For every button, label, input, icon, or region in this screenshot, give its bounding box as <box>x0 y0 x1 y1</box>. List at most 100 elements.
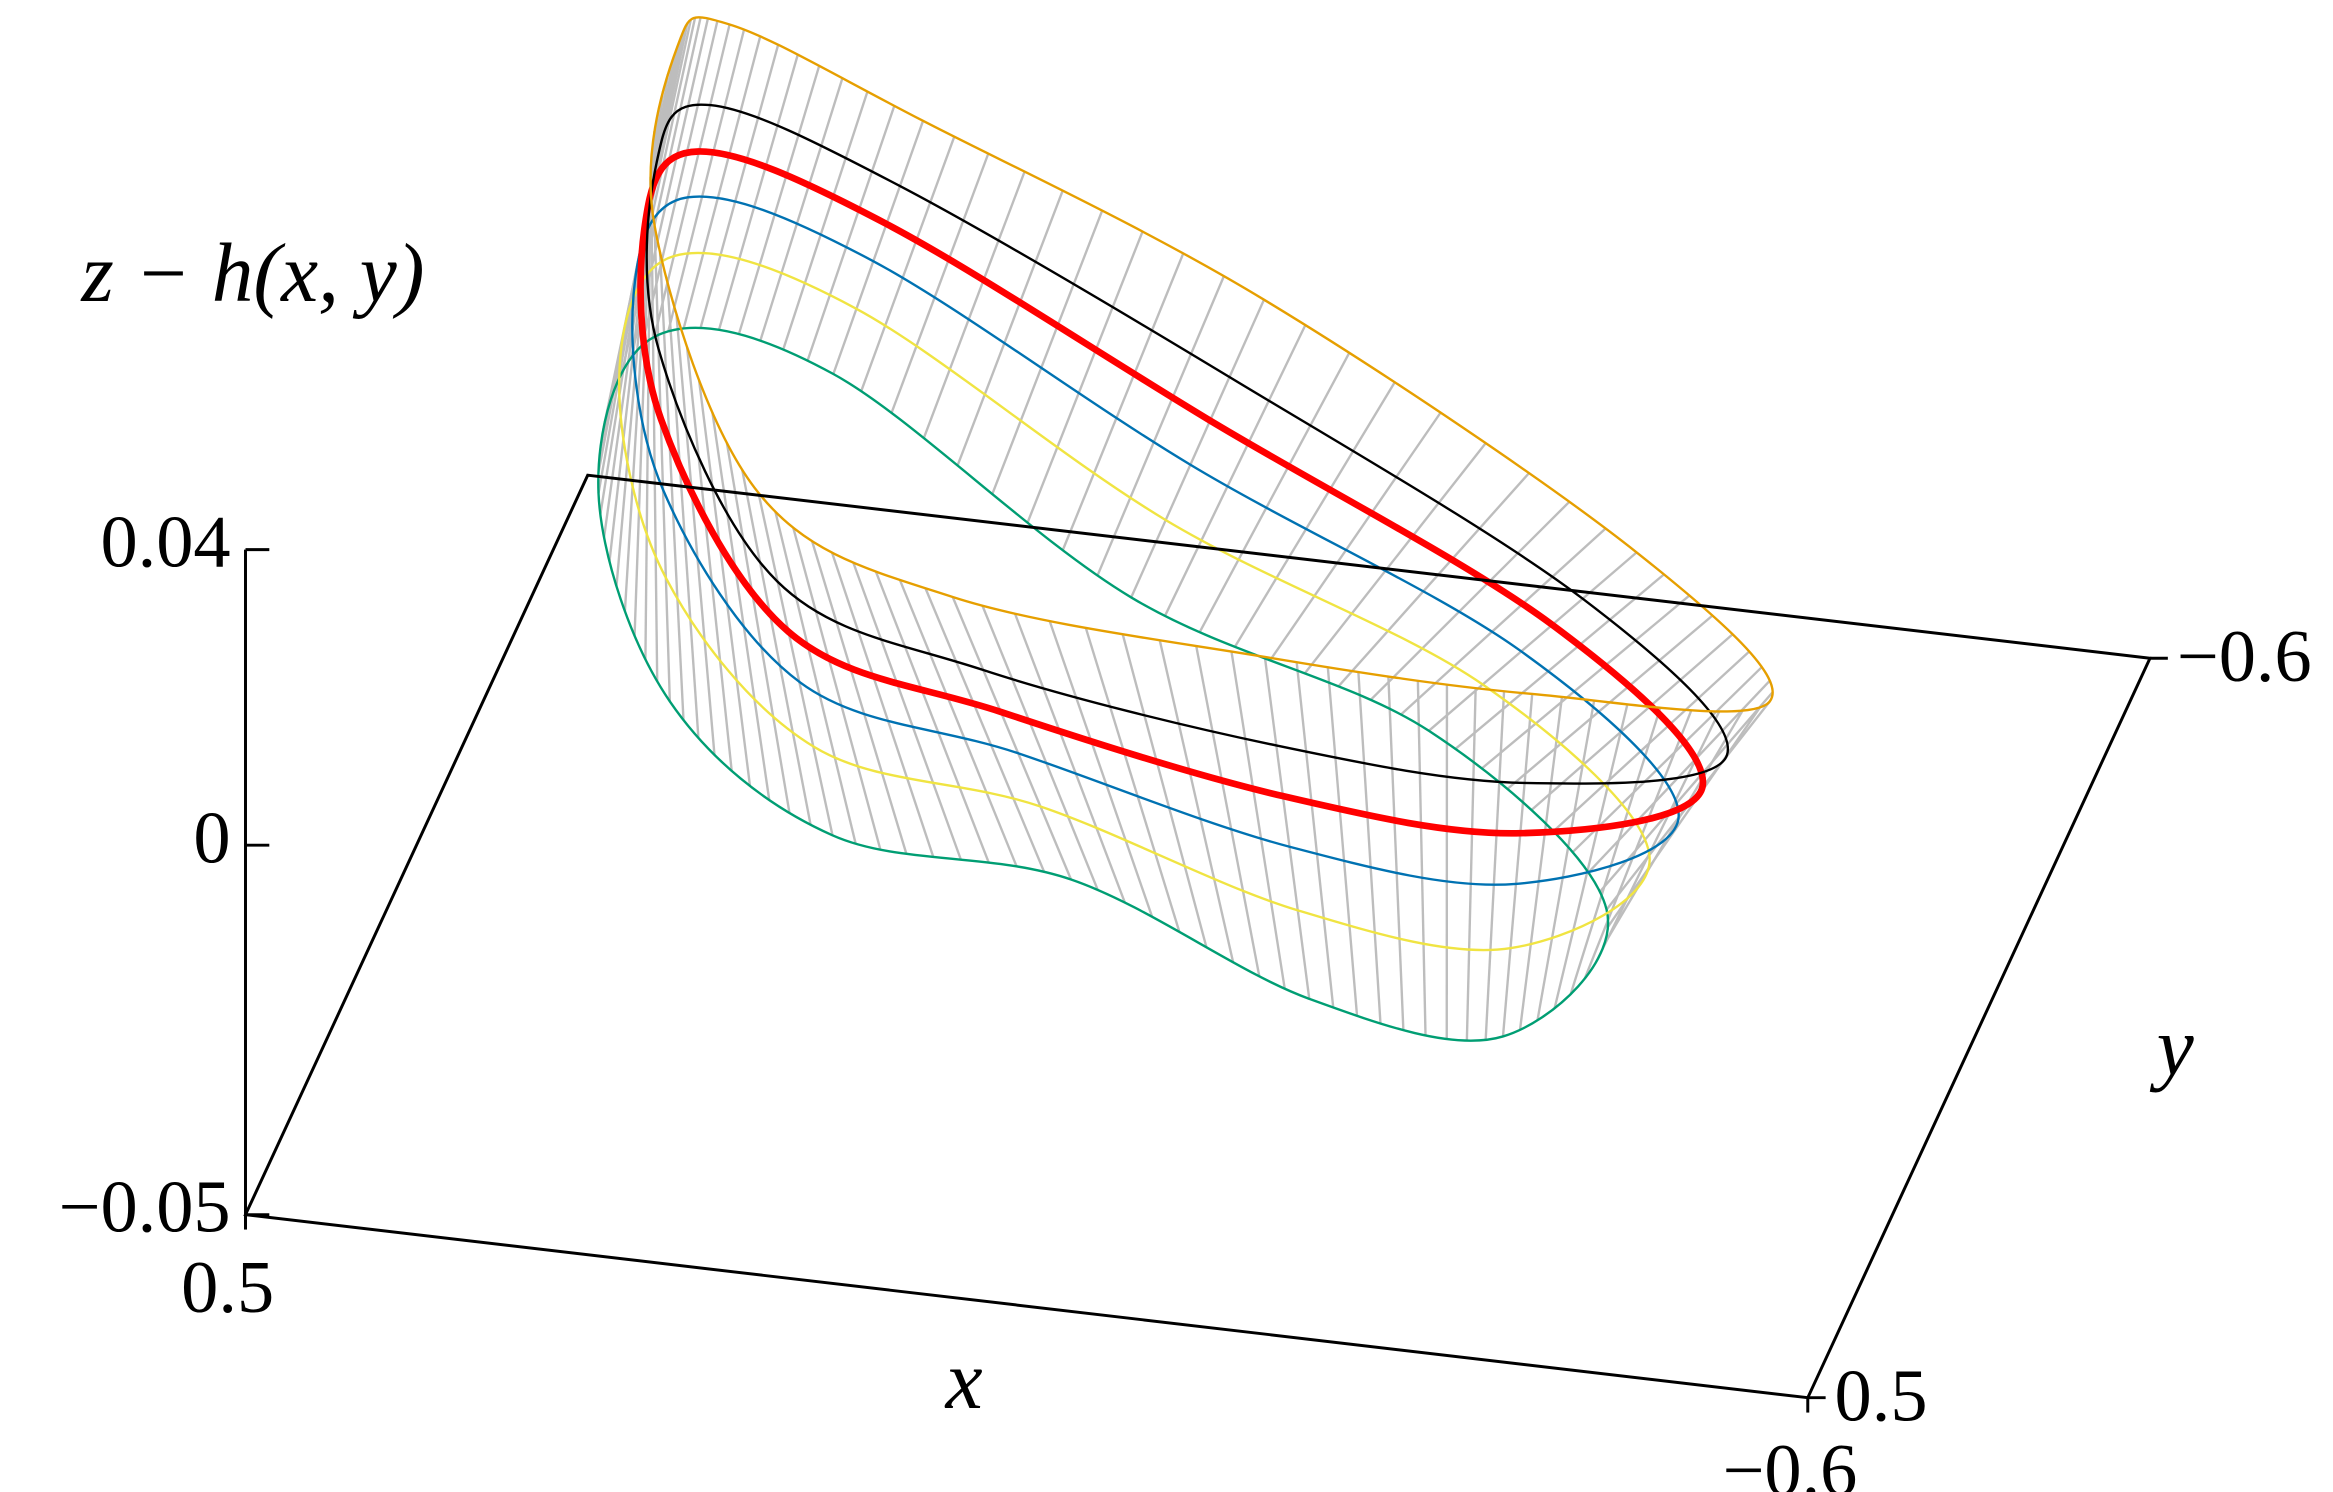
mesh-line <box>1416 680 1427 1036</box>
z-tick-label: −0.05 <box>59 1167 231 1249</box>
mesh-line <box>792 527 882 851</box>
mesh-line <box>1084 627 1181 933</box>
mesh-line <box>852 562 962 861</box>
mesh-line <box>922 171 1026 439</box>
mesh-line <box>1026 231 1144 524</box>
mesh-line <box>806 105 896 362</box>
mesh-line <box>1096 275 1226 576</box>
mesh-line <box>685 346 733 772</box>
mesh-line <box>1013 613 1126 903</box>
mesh-line <box>898 579 1018 867</box>
level-curve <box>637 148 1707 837</box>
mesh-line <box>737 65 821 335</box>
mesh-line <box>1061 252 1185 551</box>
mesh-line <box>1233 381 1396 648</box>
mesh-line <box>1121 634 1208 948</box>
x-tick-label: −0.6 <box>1722 1430 1857 1492</box>
mesh-line <box>1571 666 1763 854</box>
mesh-line <box>1481 594 1691 770</box>
mesh-line <box>682 36 762 329</box>
mesh-line <box>1530 633 1734 811</box>
mesh-line <box>890 153 990 414</box>
mesh-line <box>1465 688 1477 1041</box>
x-tick-label: 0.5 <box>181 1247 274 1329</box>
mesh-line <box>1603 710 1744 946</box>
mesh-line <box>653 225 672 702</box>
mesh-line <box>1484 691 1506 1040</box>
mesh-line <box>981 605 1099 891</box>
mesh-line <box>951 596 1073 880</box>
mesh-line <box>1369 500 1571 701</box>
mesh-line <box>1536 700 1596 1021</box>
mesh-line <box>1263 656 1311 1000</box>
mesh-line <box>1606 706 1761 928</box>
mesh-line <box>860 136 956 392</box>
mesh-line <box>1326 667 1359 1016</box>
mesh-line <box>1454 573 1665 750</box>
mesh-line <box>653 24 731 338</box>
mesh-line <box>1553 704 1629 1009</box>
mesh-line <box>741 469 812 825</box>
level-curve <box>618 251 1651 952</box>
mesh-line <box>1158 640 1235 963</box>
mesh-line <box>1195 645 1261 977</box>
mesh-line <box>1595 710 1721 963</box>
mesh-line <box>1295 662 1335 1008</box>
mesh-line <box>1552 650 1751 833</box>
mesh-line <box>830 552 935 858</box>
z-axis-label: z − h(x, y) <box>80 228 424 320</box>
level-curve <box>649 16 1774 713</box>
y-tick-label: 0.5 <box>1835 1356 1928 1438</box>
mesh-line <box>650 200 659 682</box>
mesh-line <box>1269 411 1442 662</box>
mesh-line <box>717 54 799 331</box>
mesh <box>597 17 1774 1041</box>
mesh-line <box>832 120 925 375</box>
y-tick-label: −0.6 <box>2177 616 2312 698</box>
level-curve <box>645 103 1730 785</box>
mesh-line <box>666 281 700 738</box>
mesh-line <box>924 587 1046 873</box>
mesh-line <box>1357 672 1382 1024</box>
mesh-line <box>699 44 780 329</box>
mesh-line <box>620 17 702 373</box>
mesh-line <box>711 412 771 801</box>
axes: 0.040−0.050.5−0.6−0.60.5 <box>59 473 2312 1492</box>
mesh-line <box>956 190 1064 466</box>
mesh-line <box>757 492 834 836</box>
mesh-line <box>759 77 844 341</box>
axis-box <box>243 473 2153 1400</box>
mesh-line <box>644 176 652 660</box>
mesh-line <box>725 442 791 814</box>
mesh-line <box>1048 620 1154 918</box>
mesh-line <box>640 20 719 346</box>
level-curve <box>597 326 1610 1042</box>
curves <box>597 16 1774 1042</box>
mesh-line <box>774 511 857 844</box>
level-curve <box>631 195 1680 886</box>
mesh-line <box>1400 527 1607 716</box>
z-tick-label: 0.04 <box>100 502 230 584</box>
mesh-line <box>612 17 697 391</box>
mesh-line <box>1198 352 1351 633</box>
mesh-line <box>675 313 716 755</box>
mesh-line <box>1387 676 1405 1031</box>
mesh-line <box>697 380 752 787</box>
mesh-line <box>1337 472 1530 688</box>
mesh-line <box>1518 696 1564 1030</box>
mesh-line <box>782 91 869 350</box>
mesh-line <box>1501 693 1534 1037</box>
mesh-line <box>810 540 908 855</box>
y-axis-label: y <box>2150 1002 2195 1094</box>
mesh-line <box>667 29 746 332</box>
x-axis-label: x <box>944 1335 983 1427</box>
mesh-line <box>1163 324 1307 617</box>
z-tick-label: 0 <box>193 797 230 879</box>
mesh-line <box>1303 442 1487 675</box>
mesh-line <box>1428 551 1638 732</box>
mesh-line <box>1230 651 1286 989</box>
mesh-line <box>1130 299 1266 598</box>
mesh-line <box>991 210 1104 495</box>
mesh-line <box>874 571 990 863</box>
